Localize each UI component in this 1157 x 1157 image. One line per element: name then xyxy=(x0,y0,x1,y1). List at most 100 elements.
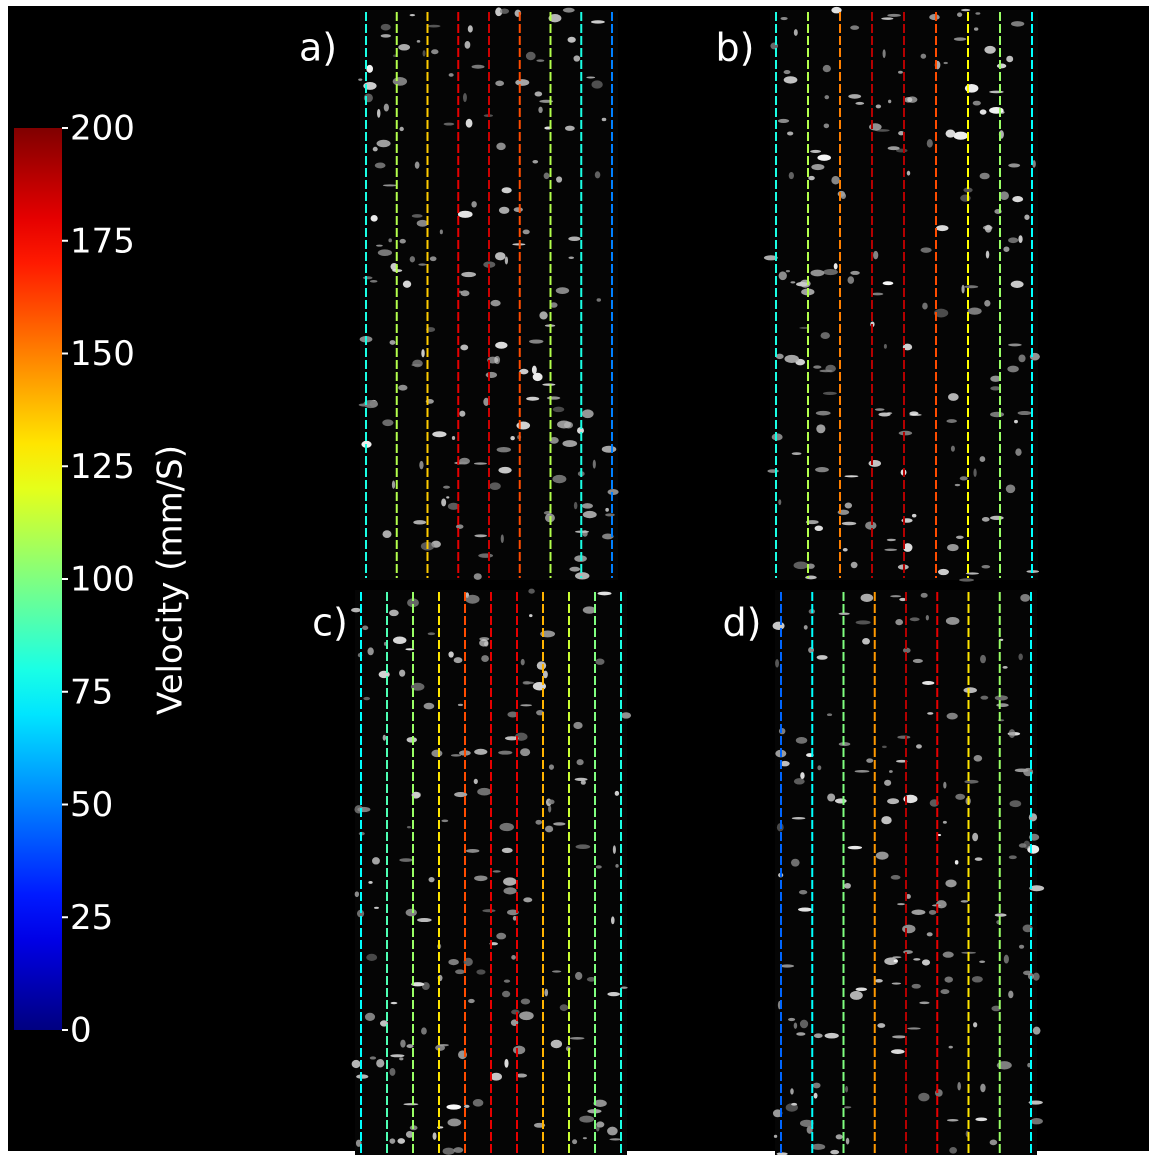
particle xyxy=(504,1058,509,1068)
particle xyxy=(410,682,425,691)
particle xyxy=(825,364,836,373)
particle xyxy=(799,1019,809,1029)
particle xyxy=(496,142,506,151)
particle xyxy=(474,875,488,882)
particle xyxy=(413,520,427,525)
particle xyxy=(446,1104,462,1110)
particle xyxy=(496,932,507,940)
particle xyxy=(830,1149,840,1155)
particle xyxy=(1008,729,1016,738)
particle xyxy=(935,1089,943,1097)
particle xyxy=(548,805,552,813)
particle xyxy=(421,349,425,358)
panel-label: c) xyxy=(312,601,348,645)
particle xyxy=(592,459,596,469)
particle xyxy=(1032,972,1040,981)
particle xyxy=(534,91,543,97)
particle xyxy=(920,247,932,253)
particle xyxy=(895,619,904,626)
particle xyxy=(507,909,519,916)
particle xyxy=(1008,855,1017,860)
particle xyxy=(586,976,596,982)
particle xyxy=(572,1139,578,1145)
particle xyxy=(495,80,505,87)
particle xyxy=(1010,280,1024,288)
particle xyxy=(605,507,609,512)
particle xyxy=(392,636,407,644)
particle xyxy=(1009,800,1022,808)
particle xyxy=(911,983,921,989)
particle xyxy=(503,979,511,983)
particle xyxy=(417,918,432,923)
particle xyxy=(1010,21,1025,27)
particle xyxy=(947,543,959,552)
particle xyxy=(950,445,955,452)
particle xyxy=(549,436,559,444)
particle xyxy=(899,597,907,602)
particle xyxy=(529,339,544,344)
particle xyxy=(902,543,913,552)
particle xyxy=(448,958,459,966)
particle xyxy=(511,1009,520,1015)
particle xyxy=(835,1134,843,1140)
particle xyxy=(419,460,424,470)
particle xyxy=(422,50,426,57)
particle xyxy=(601,445,617,453)
particle xyxy=(513,207,523,213)
particle xyxy=(946,1118,959,1122)
particle xyxy=(501,847,513,853)
particle xyxy=(787,131,794,136)
particle xyxy=(562,7,575,13)
particle xyxy=(455,969,465,975)
particle xyxy=(972,832,979,842)
particle xyxy=(898,131,905,136)
particle xyxy=(553,822,566,826)
particle xyxy=(996,63,1007,69)
particle xyxy=(520,998,531,1005)
particle xyxy=(406,826,411,829)
particle xyxy=(515,79,530,86)
particle xyxy=(496,447,511,453)
particle xyxy=(881,17,894,20)
particle xyxy=(874,978,883,983)
particle xyxy=(971,976,983,983)
particle xyxy=(380,34,392,38)
particle xyxy=(471,64,485,69)
particle xyxy=(873,250,879,260)
particle xyxy=(965,572,979,575)
particle xyxy=(559,1004,569,1012)
particle xyxy=(465,118,473,128)
particle xyxy=(568,236,581,242)
particle xyxy=(881,816,892,825)
particle xyxy=(591,20,605,24)
particle xyxy=(926,139,933,148)
particle xyxy=(796,281,809,287)
particle xyxy=(447,502,460,510)
particle xyxy=(979,172,990,180)
particle xyxy=(887,798,900,805)
particle xyxy=(1030,1118,1043,1125)
particle xyxy=(975,12,981,15)
particle xyxy=(777,118,790,124)
particle xyxy=(1008,237,1019,244)
particle xyxy=(382,419,394,427)
particle xyxy=(898,430,913,436)
particle xyxy=(620,986,628,989)
particle xyxy=(875,851,889,860)
particle xyxy=(795,736,808,744)
particle xyxy=(495,7,503,17)
particle xyxy=(798,890,808,895)
particle xyxy=(400,1039,406,1048)
particle xyxy=(936,225,949,232)
particle xyxy=(1008,163,1021,168)
particle xyxy=(1032,160,1036,168)
particle xyxy=(979,456,986,463)
particle xyxy=(920,592,928,598)
particle xyxy=(382,530,392,538)
particle xyxy=(1024,214,1030,220)
particle xyxy=(982,225,993,230)
particle xyxy=(990,515,1004,520)
particle xyxy=(529,614,533,618)
particle xyxy=(611,916,615,925)
